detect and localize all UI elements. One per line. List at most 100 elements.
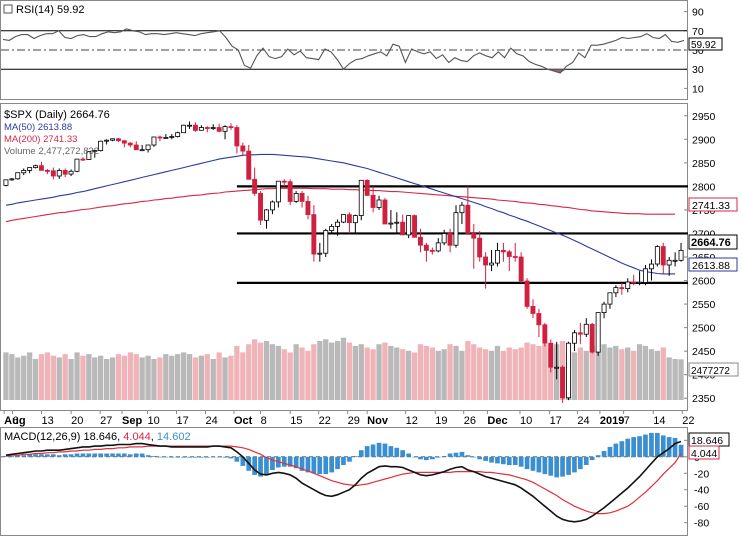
candle-body xyxy=(50,170,56,177)
candle-body xyxy=(62,169,68,175)
date-tick-label: Aug xyxy=(4,415,25,427)
candle-body xyxy=(228,126,234,128)
candle-body xyxy=(678,249,684,261)
candle-body xyxy=(435,242,441,252)
macd-histogram-bar xyxy=(169,456,175,458)
macd-title: MACD(12,26,9) 18.646, 4.044, 14.602 xyxy=(4,431,191,443)
volume-bar xyxy=(678,359,684,400)
macd-title-signal: 4.044 xyxy=(123,431,151,443)
candle-body xyxy=(175,132,181,137)
volume-bar xyxy=(417,344,424,400)
price-tick-label: 2600 xyxy=(692,276,716,288)
volume-bar xyxy=(15,357,21,400)
candle-body xyxy=(364,179,370,196)
macd-histogram-bar xyxy=(204,456,210,458)
macd-histogram-bar xyxy=(92,453,98,457)
price-tick-label: 2350 xyxy=(692,393,716,405)
volume-bar xyxy=(204,354,210,400)
macd-title-sep1: , xyxy=(117,431,123,443)
macd-histogram-bar xyxy=(305,456,311,473)
volume-bar xyxy=(27,352,33,400)
macd-histogram-bar xyxy=(157,456,163,458)
candle-body xyxy=(548,342,554,368)
candle-body xyxy=(477,237,483,258)
candle-body xyxy=(127,142,133,146)
volume-bar xyxy=(68,359,74,400)
macd-histogram-bar xyxy=(299,456,305,471)
macd-histogram-bar xyxy=(281,456,287,467)
date-tick-label: 10 xyxy=(147,415,159,427)
macd-histogram-bar xyxy=(406,453,411,457)
macd-histogram-bar xyxy=(453,452,459,457)
volume-bar xyxy=(607,347,613,400)
macd-histogram-bar xyxy=(311,456,317,474)
volume-bar xyxy=(494,345,501,400)
candle-body xyxy=(33,165,38,168)
macd-histogram-bar xyxy=(382,443,388,457)
macd-histogram-bar xyxy=(139,453,145,457)
macd-tick-label: -60 xyxy=(694,501,709,513)
volume-bar xyxy=(589,345,595,400)
volume-bar xyxy=(9,354,15,400)
candle-body xyxy=(666,259,672,266)
date-tick-label: 13 xyxy=(41,415,53,427)
ma200-value-label: 2741.33 xyxy=(692,200,730,212)
macd-histogram-bar xyxy=(193,456,198,458)
volume-bar xyxy=(488,350,495,400)
macd-histogram-bar xyxy=(56,455,62,457)
candle-body xyxy=(210,127,216,129)
macd-histogram-bar xyxy=(643,434,648,457)
volume-bar xyxy=(240,352,246,400)
candle-body xyxy=(494,249,500,264)
volume-bar xyxy=(299,347,305,400)
rsi-title: RSI(14) 59.92 xyxy=(3,4,84,16)
macd-histogram-bar xyxy=(216,456,222,458)
candle-body xyxy=(447,233,453,246)
candle-body xyxy=(323,230,329,254)
candle-body xyxy=(157,136,163,139)
macd-histogram-bar xyxy=(424,456,429,461)
ma50-value-badge: 2613.88 xyxy=(688,257,738,272)
candle-body xyxy=(423,244,429,251)
date-tick-label: 10 xyxy=(520,415,532,427)
volume-bar xyxy=(151,359,157,400)
volume-bar xyxy=(364,347,370,400)
macd-histogram-bar xyxy=(595,455,601,457)
macd-tick-label: -40 xyxy=(694,485,709,497)
candle-body xyxy=(566,342,571,399)
volume-bar xyxy=(512,349,518,400)
macd-histogram-bar xyxy=(122,453,127,457)
macd-histogram-bar xyxy=(672,437,678,457)
volume-bar xyxy=(98,355,104,400)
volume-bar xyxy=(477,347,483,400)
candle-body xyxy=(39,165,44,171)
candle-body xyxy=(607,292,613,305)
candle-body xyxy=(625,281,631,289)
macd-tick-label: -20 xyxy=(694,468,709,480)
volume-bar xyxy=(86,354,92,400)
candle-body xyxy=(299,192,305,202)
macd-histogram-bar xyxy=(548,456,554,476)
volume-bar xyxy=(293,344,299,400)
macd-histogram-bar xyxy=(27,454,32,457)
macd-histogram-bar xyxy=(435,456,441,458)
candle-body xyxy=(589,323,595,353)
date-tick-label: 22 xyxy=(682,415,694,427)
macd-histogram-bar xyxy=(589,456,595,461)
price-tick-label: 2900 xyxy=(692,134,716,146)
macd-histogram-bar xyxy=(9,456,15,457)
volume-bar xyxy=(447,344,453,400)
volume-bar xyxy=(382,342,388,400)
candle-body xyxy=(340,214,346,223)
candle-body xyxy=(56,169,62,177)
volume-bar xyxy=(666,357,672,400)
macd-histogram-bar xyxy=(483,456,488,461)
macd-histogram-bar xyxy=(258,456,263,477)
price-tick-label: 2800 xyxy=(692,181,716,193)
volume-bar xyxy=(370,349,376,400)
volume-bar xyxy=(441,349,447,400)
macd-title-prefix: MACD(12,26,9) xyxy=(4,431,83,443)
volume-bar xyxy=(104,359,110,400)
volume-bar xyxy=(388,345,394,400)
macd-histogram-bar xyxy=(151,456,157,457)
